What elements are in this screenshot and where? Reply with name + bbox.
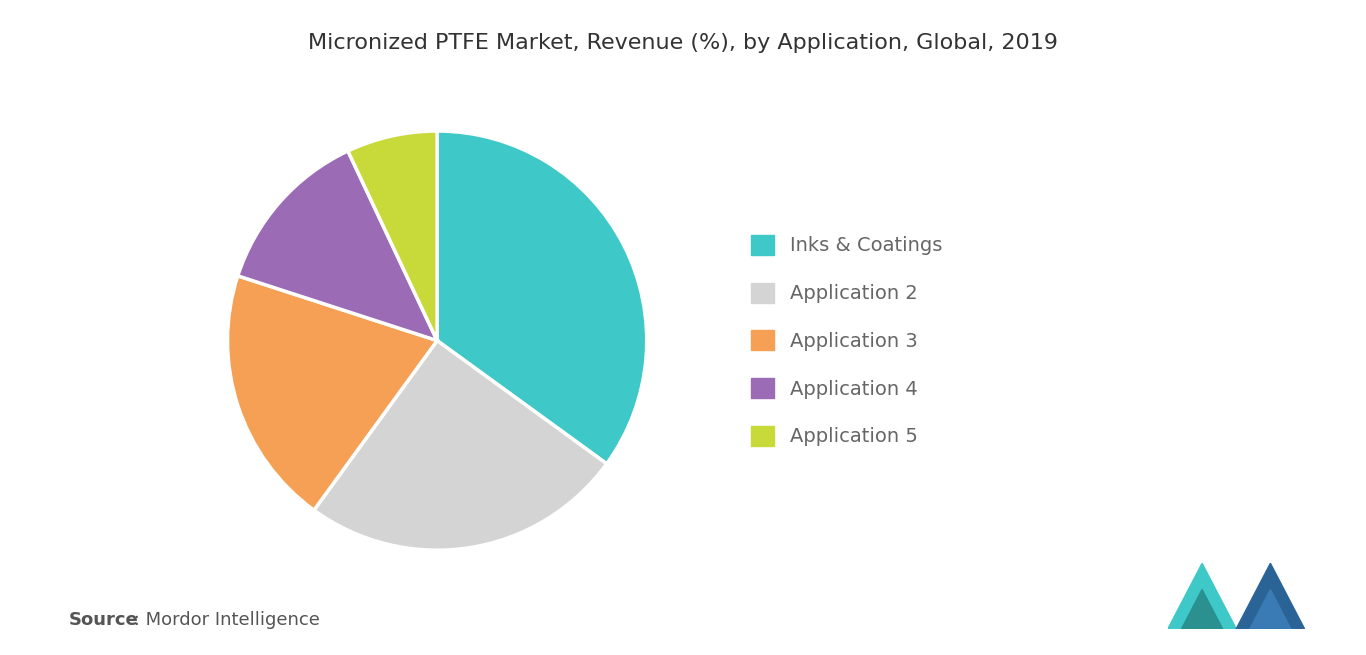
Wedge shape bbox=[228, 276, 437, 510]
Wedge shape bbox=[238, 151, 437, 341]
Wedge shape bbox=[314, 341, 607, 550]
Polygon shape bbox=[1250, 590, 1291, 629]
Wedge shape bbox=[437, 131, 646, 464]
Text: Micronized PTFE Market, Revenue (%), by Application, Global, 2019: Micronized PTFE Market, Revenue (%), by … bbox=[307, 33, 1059, 53]
Legend: Inks & Coatings, Application 2, Application 3, Application 4, Application 5: Inks & Coatings, Application 2, Applicat… bbox=[751, 235, 943, 446]
Wedge shape bbox=[348, 131, 437, 341]
Polygon shape bbox=[1168, 563, 1236, 629]
Polygon shape bbox=[1236, 563, 1305, 629]
Polygon shape bbox=[1182, 590, 1223, 629]
Text: Source: Source bbox=[68, 611, 138, 629]
Text: : Mordor Intelligence: : Mordor Intelligence bbox=[128, 611, 320, 629]
